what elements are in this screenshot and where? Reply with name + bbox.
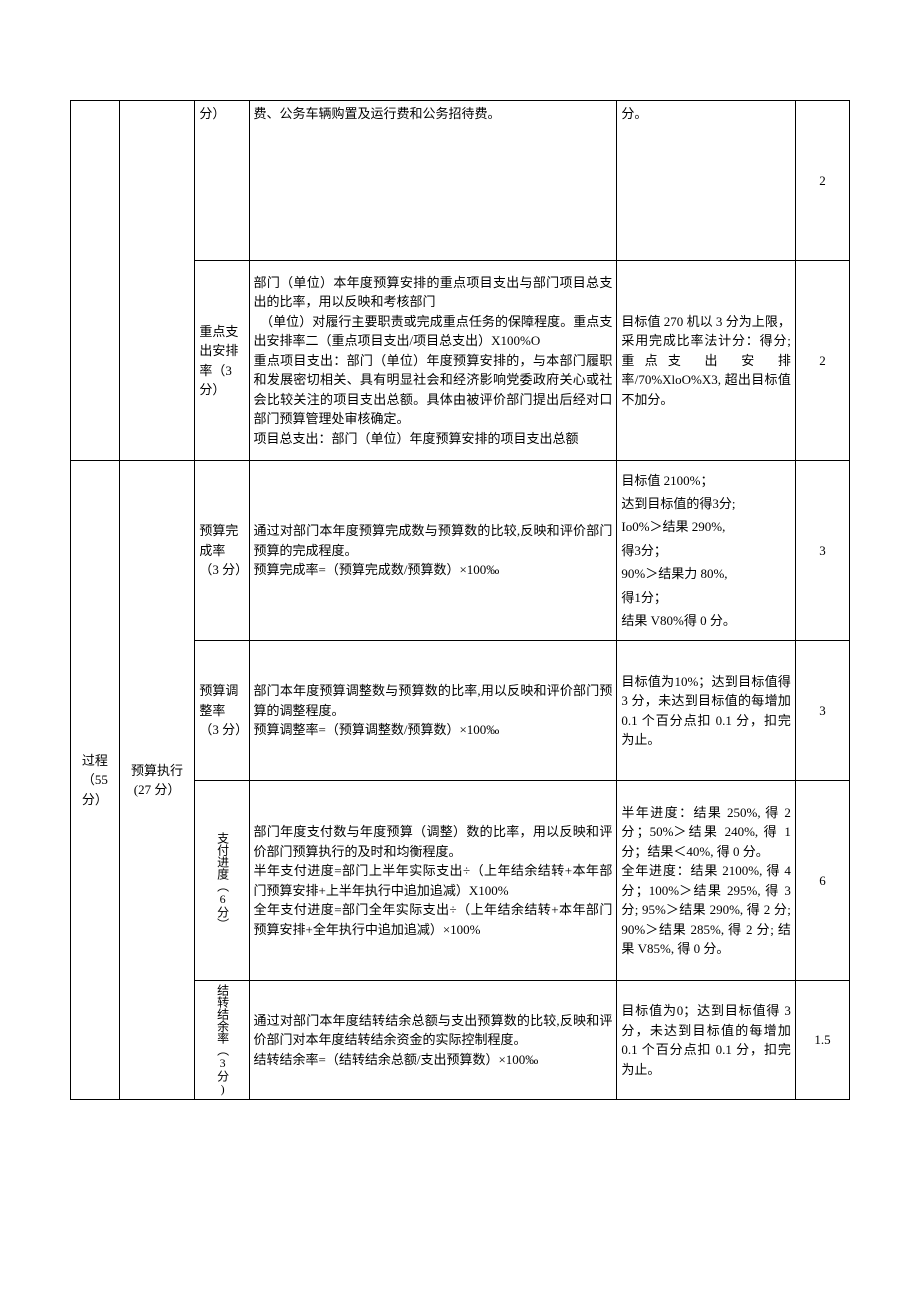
cell-indicator: 结转结余率（3分) bbox=[195, 981, 249, 1100]
cell-indicator: 重点支出安排率（3分） bbox=[195, 261, 249, 461]
cell-description: 部门（单位）本年度预算安排的重点项目支出与部门项目总支出的比率，用以反映和考核部… bbox=[249, 261, 617, 461]
table-row: 分） 费、公务车辆购置及运行费和公务招待费。 分。 2 bbox=[71, 101, 850, 261]
cell-cat2-upper bbox=[119, 101, 195, 461]
vertical-label: 结转结余率（3分) bbox=[215, 984, 228, 1096]
cell-indicator: 预算调整率（3 分） bbox=[195, 641, 249, 781]
cell-scoring: 目标值为0；达到目标值得 3 分，未达到目标值的每增加 0.1 个百分点扣 0.… bbox=[617, 981, 796, 1100]
cell-description: 部门年度支付数与年度预算（调整）数的比率，用以反映和评价部门预算执行的及时和均衡… bbox=[249, 781, 617, 981]
cell-score: 3 bbox=[795, 641, 849, 781]
cell-indicator: 预算完成率（3 分） bbox=[195, 461, 249, 641]
table-row: 过程（55分） 预算执行 (27 分） 预算完成率（3 分） 通过对部门本年度预… bbox=[71, 461, 850, 641]
cell-scoring: 分。 bbox=[617, 101, 796, 261]
document-page: 分） 费、公务车辆购置及运行费和公务招待费。 分。 2 重点支出安排率（3分） … bbox=[0, 0, 920, 1140]
cell-cat2-budget-exec: 预算执行 (27 分） bbox=[119, 461, 195, 1100]
cell-score: 2 bbox=[795, 261, 849, 461]
cell-score: 2 bbox=[795, 101, 849, 261]
cell-scoring: 目标值 270 机以 3 分为上限，采用完成比率法计分：得分;重点支 出 安 排… bbox=[617, 261, 796, 461]
cell-score: 1.5 bbox=[795, 981, 849, 1100]
cell-description: 部门本年度预算调整数与预算数的比率,用以反映和评价部门预算的调整程度。 预算调整… bbox=[249, 641, 617, 781]
cell-description: 通过对部门本年度预算完成数与预算数的比较,反映和评价部门预算的完成程度。 预算完… bbox=[249, 461, 617, 641]
cell-description: 通过对部门本年度结转结余总额与支出预算数的比较,反映和评价部门对本年度结转结余资… bbox=[249, 981, 617, 1100]
cell-score: 3 bbox=[795, 461, 849, 641]
cell-scoring: 半年进度：结果 250%, 得 2 分；50%＞结果 240%, 得 1 分；结… bbox=[617, 781, 796, 981]
cell-indicator: 支付进度（6分） bbox=[195, 781, 249, 981]
cell-cat1-process: 过程（55分） bbox=[71, 461, 120, 1100]
cell-scoring: 目标值为10%；达到目标值得 3 分，未达到目标值的每增加 0.1 个百分点扣 … bbox=[617, 641, 796, 781]
cell-scoring: 目标值 2100%； 达到目标值的得3分; Io0%＞结果 290%, 得3分；… bbox=[617, 461, 796, 641]
cell-description: 费、公务车辆购置及运行费和公务招待费。 bbox=[249, 101, 617, 261]
cell-score: 6 bbox=[795, 781, 849, 981]
vertical-label: 支付进度（6分） bbox=[215, 832, 228, 930]
cell-cat1-upper bbox=[71, 101, 120, 461]
cell-indicator: 分） bbox=[195, 101, 249, 261]
evaluation-table: 分） 费、公务车辆购置及运行费和公务招待费。 分。 2 重点支出安排率（3分） … bbox=[70, 100, 850, 1100]
